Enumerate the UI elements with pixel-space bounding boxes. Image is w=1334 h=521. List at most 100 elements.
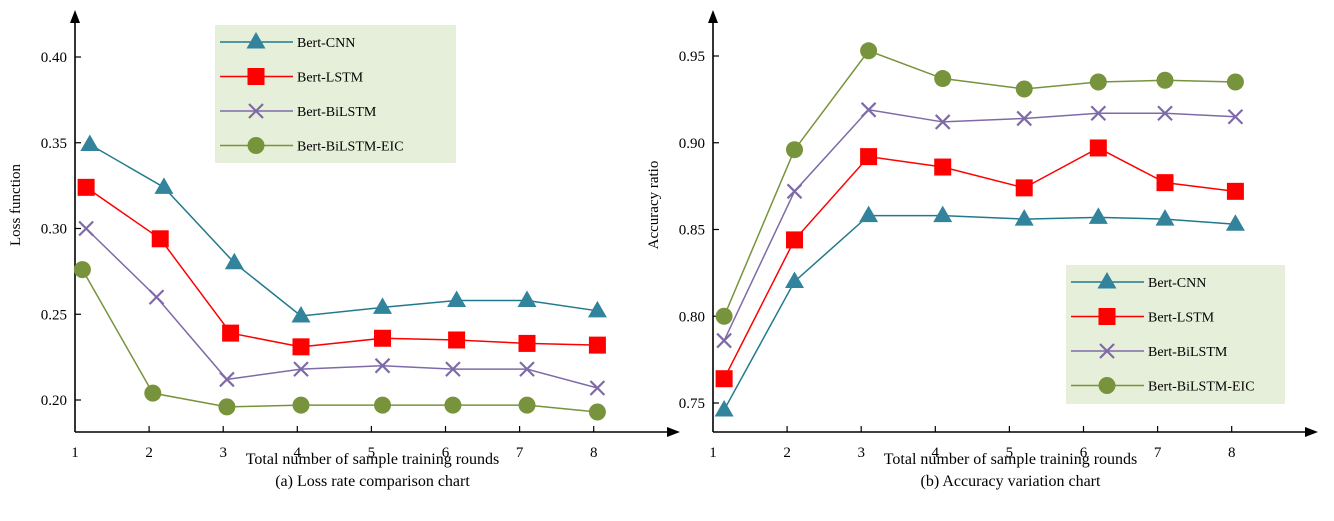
series-line [85,227,598,389]
x-tick-label: 2 [145,445,153,461]
data-point [447,290,467,308]
data-point [374,357,391,374]
y-axis-label: Accuracy ratio [646,161,662,250]
data-point [1225,214,1245,231]
y-tick-label: 0.40 [41,50,67,66]
x-tick-label: 4 [294,445,302,461]
data-point [1089,139,1107,157]
data-point [1089,73,1107,91]
data-point [219,371,235,388]
legend-label: Bert-CNN [297,36,355,51]
data-point [714,399,734,417]
data-point [517,290,537,308]
y-axis-arrow [70,10,80,23]
data-point [518,396,536,414]
x-tick-label: 5 [368,445,376,461]
y-axis-arrow [708,10,718,23]
data-point [715,370,733,388]
x-tick-label: 7 [1154,445,1162,461]
x-tick-label: 1 [71,445,79,461]
x-axis-label: Total number of sample training rounds [884,451,1138,468]
data-point [519,361,535,377]
data-point [860,148,878,166]
data-point [785,271,805,289]
x-tick-label: 1 [709,445,717,461]
data-point [1156,174,1174,192]
data-point [587,300,607,318]
legend-marker [248,103,264,119]
y-tick-label: 0.80 [679,309,705,325]
x-tick-label: 7 [516,445,524,461]
data-point [934,70,952,88]
data-point [1090,105,1107,122]
data-point [589,380,606,396]
data-point [374,329,392,347]
series-line [85,186,598,348]
x-tick-label: 6 [442,445,450,461]
x-tick-label: 4 [932,445,940,461]
chart-b: 1 2 3 4 5 6 7 8 0.75 0.80 0.85 0.90 0.95 Total number… [646,10,1318,490]
legend-marker [1099,343,1115,359]
series-line [723,147,1236,380]
data-point [291,305,311,323]
legend-marker [1098,308,1116,325]
data-point [1226,73,1244,91]
data-point [293,361,309,377]
data-point [1155,209,1175,226]
x-tick-label: 2 [783,445,791,461]
data-point [859,205,879,223]
series-bert-lstm [77,178,606,356]
legend-marker [247,68,265,85]
legend-label: Bert-LSTM [1148,311,1215,326]
x-tick-label: 8 [1228,445,1236,461]
legend-marker [246,32,266,49]
data-point [77,178,95,196]
legend-marker [1097,272,1117,289]
legend-label: Bert-CNN [1148,276,1206,291]
x-tick-label: 5 [1006,445,1014,461]
data-point [1157,105,1173,122]
data-point [1014,209,1034,226]
legend-label: Bert-BiLSTM [297,105,377,120]
data-point [1156,71,1174,89]
data-point [224,252,244,270]
y-tick-label: 0.85 [679,223,705,239]
series-line [723,49,1236,317]
series-line [81,269,598,413]
legend: Bert-CNN Bert-LSTM Bert-BiLSTM Bert-BiLSTM-… [215,25,456,163]
x-axis-arrow [667,427,680,437]
series-line [723,108,1236,341]
x-tick-label: 8 [590,445,598,461]
data-point [78,220,94,237]
data-point [715,307,733,325]
data-point [933,205,953,223]
legend-label: Bert-BiLSTM-EIC [1148,380,1255,395]
data-point [448,331,466,349]
y-tick-label: 0.75 [679,396,705,412]
y-tick-label: 0.25 [41,307,67,323]
legend-label: Bert-BiLSTM-EIC [297,140,404,155]
series-bert-bilstm [716,102,1244,349]
data-point [860,42,878,60]
data-point [934,114,951,130]
series-line [89,143,598,317]
data-point [588,403,606,421]
data-point [292,338,310,356]
y-axis-label: Loss function [8,163,24,246]
x-tick-label: 3 [857,445,865,461]
data-point [373,297,393,314]
x-tick-label: 3 [219,445,227,461]
data-point [588,336,606,354]
data-point [218,398,236,416]
y-tick-label: 0.30 [41,222,67,238]
series-bert-cnn [714,205,1245,417]
y-tick-label: 0.95 [679,49,705,65]
data-point [934,158,952,176]
data-point [80,134,100,151]
data-point [1226,182,1244,200]
series-bert-bilstm-eic [73,261,606,421]
data-point [518,334,536,352]
chart-caption: (b) Accuracy variation chart [921,473,1101,490]
data-point [786,141,804,159]
